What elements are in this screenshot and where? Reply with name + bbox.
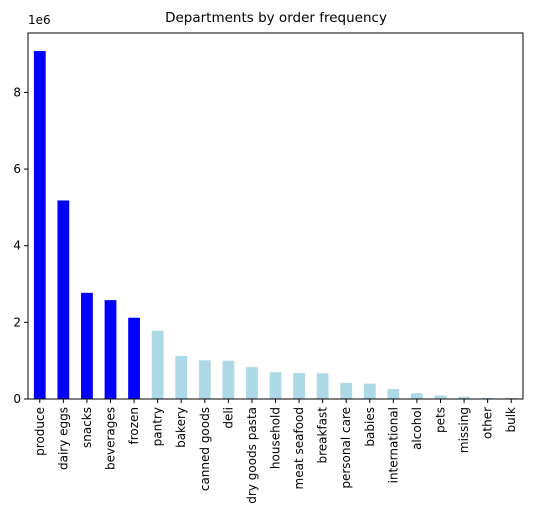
y-tick-label: 4 [13,239,21,253]
chart-title: Departments by order frequency [165,10,387,26]
bar-missing [458,396,470,399]
bar-babies [363,383,376,399]
bar-bulk [505,397,518,399]
x-tick-label: canned goods [198,407,212,491]
x-tick-label: meat seafood [292,407,306,489]
bars-group [33,51,518,399]
bar-dairy-eggs [57,200,70,399]
x-tick-label: pets [434,407,448,433]
bar-other [481,397,494,399]
bar-pets [434,395,447,399]
x-tick-label: alcohol [410,407,424,450]
y-axis: 0 2 4 6 8 [13,85,28,406]
x-tick-label: other [481,407,495,439]
y-tick-label: 6 [13,162,21,176]
x-tick-label: bulk [504,407,518,433]
plot-frame [27,32,524,400]
x-tick-label: international [386,407,400,483]
bar-alcohol [411,393,423,399]
y-offset-label: 1e6 [28,13,51,27]
bar-deli [222,360,235,399]
bar-personal-care [340,382,353,399]
x-tick-label: deli [221,407,235,429]
bar-produce [33,51,46,399]
bar-household [269,372,282,399]
y-tick-label: 0 [13,392,21,406]
bar-dry-goods-pasta [246,367,258,399]
y-tick-label: 2 [13,315,21,329]
bar-breakfast [316,373,329,399]
bar-frozen [128,317,140,399]
x-tick-label: breakfast [316,407,330,464]
x-tick-label: babies [363,407,377,447]
x-tick-label: missing [457,407,471,453]
bar-bakery [175,356,188,399]
x-tick-label: household [269,407,283,469]
x-tick-label: dry goods pasta [245,407,259,504]
x-tick-label: beverages [104,407,118,470]
bar-canned-goods [198,360,211,399]
x-tick-label: dairy eggs [56,407,70,470]
x-axis: produce dairy eggs snacks beverages frozen pa… [33,399,518,504]
bar-snacks [81,292,93,399]
x-tick-label: pantry [151,407,165,446]
bar-international [387,389,400,399]
x-tick-label: snacks [80,407,94,448]
bar-pantry [151,330,164,399]
x-tick-label: produce [33,407,47,456]
x-tick-label: frozen [127,407,141,445]
x-tick-label: personal care [339,407,353,489]
y-tick-label: 8 [13,85,21,99]
x-tick-label: bakery [174,407,188,448]
bar-beverages [104,300,117,399]
bar-meat-seafood [293,372,305,399]
